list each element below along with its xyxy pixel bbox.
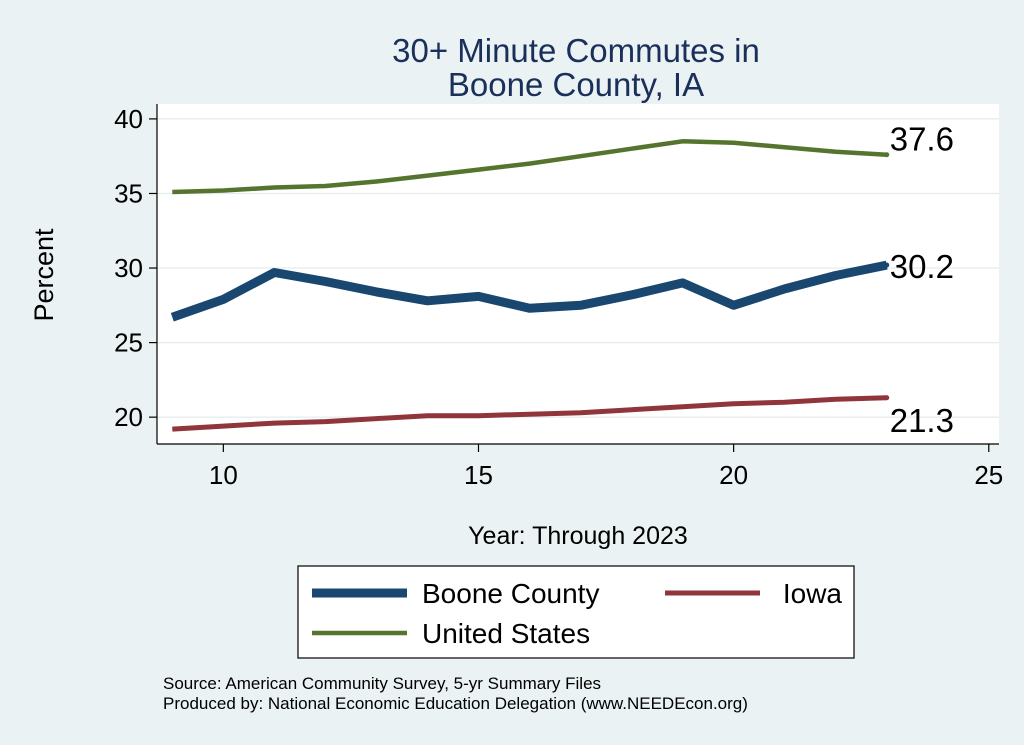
x-axis-title: Year: Through 2023 — [468, 522, 688, 550]
end-point-iowa — [884, 395, 890, 401]
y-axis-title: Percent — [29, 228, 59, 322]
series-line-us — [172, 139, 887, 195]
y-tick-label: 35 — [114, 178, 143, 208]
chart-title-line-2: Boone County, IA — [448, 66, 704, 103]
end-label-iowa: 21.3 — [890, 402, 954, 439]
y-axis-ticks: 20 25 30 35 40 — [114, 104, 157, 432]
chart-title-line-1: 30+ Minute Commutes in — [392, 32, 760, 69]
end-labels: 30.2 21.3 37.6 — [890, 121, 954, 439]
series-line-iowa — [172, 395, 887, 432]
legend-box — [297, 565, 855, 659]
end-point-us — [884, 152, 890, 158]
y-tick-label: 20 — [114, 402, 143, 432]
y-tick-label: 30 — [114, 253, 143, 283]
x-axis-ticks: 10 15 20 25 — [209, 444, 1003, 490]
legend-label-us: United States — [422, 618, 590, 649]
end-label-us: 37.6 — [890, 121, 954, 158]
end-point-boone — [884, 262, 890, 268]
x-tick-label: 15 — [464, 460, 493, 490]
y-tick-label: 25 — [114, 328, 143, 358]
series-lines — [170, 139, 890, 432]
x-tick-label: 10 — [209, 460, 238, 490]
x-tick-label: 20 — [719, 460, 748, 490]
legend: Boone County Iowa United States — [312, 578, 842, 649]
end-label-boone: 30.2 — [890, 248, 954, 285]
legend-label-iowa: Iowa — [783, 578, 843, 609]
x-tick-label: 25 — [974, 460, 1003, 490]
produced-by-note: Produced by: National Economic Education… — [163, 694, 748, 713]
source-note: Source: American Community Survey, 5-yr … — [163, 674, 601, 693]
legend-label-boone: Boone County — [422, 578, 599, 609]
y-tick-label: 40 — [114, 104, 143, 134]
series-line-boone — [170, 260, 888, 322]
